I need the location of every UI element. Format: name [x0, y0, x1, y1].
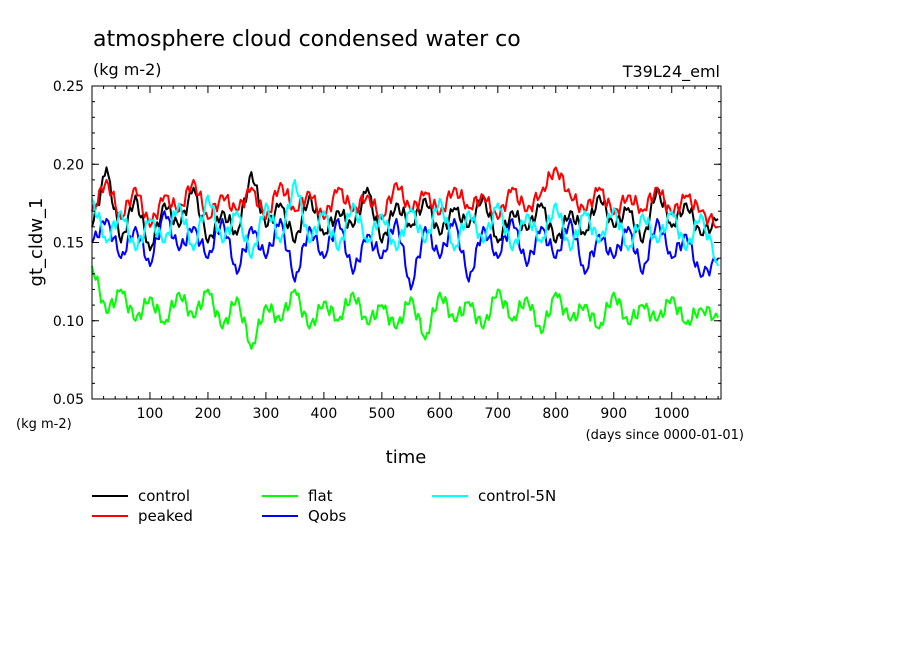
x-tick-label: 500	[368, 406, 395, 422]
y-axis-label: gt_cldw_1	[26, 198, 47, 287]
x-tick-label: 100	[137, 406, 164, 422]
x-unit-label: (days since 0000-01-01)	[586, 428, 744, 443]
x-axis-label: time	[386, 447, 427, 468]
x-tick-label: 1000	[654, 406, 690, 422]
series-layer	[91, 166, 720, 350]
legend-label: control	[138, 487, 190, 505]
y-tick-label: 0.25	[53, 79, 84, 95]
series-line-control-5n	[91, 178, 720, 267]
chart-subtitle: (kg m-2)	[93, 60, 162, 79]
y-tick-label: 0.15	[53, 236, 84, 252]
legend-label: peaked	[138, 507, 193, 525]
series-line-flat	[91, 265, 719, 350]
legend-label: Qobs	[308, 507, 347, 525]
run-label: T39L24_eml	[622, 62, 720, 82]
legend-label: control-5N	[478, 487, 556, 505]
x-tick-label: 600	[426, 406, 453, 422]
x-tick-label: 200	[195, 406, 222, 422]
x-tick-label: 400	[311, 406, 338, 422]
x-tick-label: 800	[542, 406, 569, 422]
y-tick-label: 0.10	[53, 314, 84, 330]
chart-title: atmosphere cloud condensed water co	[93, 27, 521, 52]
y-tick-label: 0.20	[53, 157, 84, 173]
legend-label: flat	[308, 487, 333, 505]
x-tick-label: 700	[484, 406, 511, 422]
series-line-peaked	[91, 166, 719, 229]
ticks-layer: 100 200 300 400 500 600 700 800 900 1000 0.05 0.10 0…	[53, 79, 721, 422]
series-line-control	[91, 166, 719, 252]
x-tick-label: 300	[253, 406, 280, 422]
y-tick-label: 0.05	[53, 392, 84, 408]
y-unit-label: (kg m-2)	[16, 417, 72, 432]
x-tick-label: 900	[600, 406, 627, 422]
legend: control peaked flat Qobs control-5N	[92, 487, 556, 525]
series-line-qobs	[91, 210, 719, 291]
